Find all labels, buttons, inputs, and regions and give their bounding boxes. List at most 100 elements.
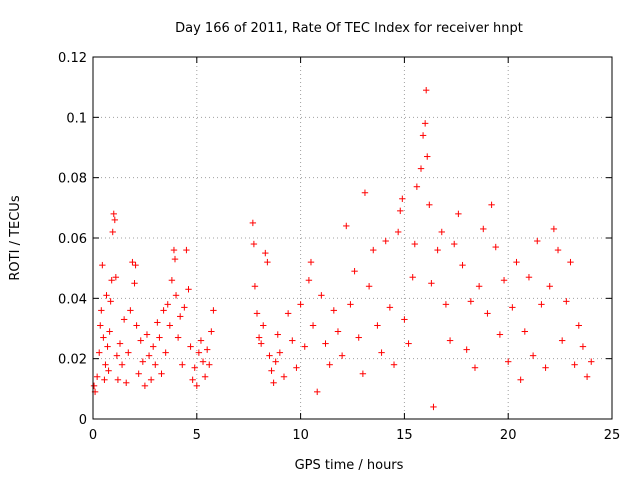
data-point-marker xyxy=(386,304,394,311)
data-point-marker xyxy=(399,195,406,202)
data-point-marker xyxy=(208,328,215,335)
data-point-marker xyxy=(521,328,529,335)
data-point-marker xyxy=(374,322,381,329)
data-point-marker xyxy=(152,361,159,368)
data-point-marker xyxy=(185,286,192,293)
data-point-marker xyxy=(264,258,271,266)
data-point-marker xyxy=(206,361,213,368)
data-point-marker xyxy=(201,373,209,380)
data-point-marker xyxy=(347,301,354,308)
data-points xyxy=(90,86,595,411)
data-point-marker xyxy=(131,280,138,287)
data-point-marker xyxy=(141,382,149,390)
data-point-marker xyxy=(160,307,167,314)
data-point-marker xyxy=(156,334,163,341)
data-point-marker xyxy=(330,307,338,314)
data-point-marker xyxy=(135,370,142,377)
data-point-marker xyxy=(421,120,429,127)
data-point-marker xyxy=(90,382,98,390)
data-point-marker xyxy=(111,216,118,224)
axis-ticks: 0 5 10 15 20 25 0 0.02 0.04 0.06 0.08 0.1 0.12 xyxy=(58,51,620,443)
data-point-marker xyxy=(276,349,284,356)
data-point-marker xyxy=(546,283,553,290)
x-tick-label: 5 xyxy=(193,428,201,443)
data-point-marker xyxy=(179,361,186,368)
data-point-marker xyxy=(150,343,157,350)
y-tick-label: 0.12 xyxy=(58,51,87,66)
data-point-marker xyxy=(382,237,389,245)
data-point-marker xyxy=(405,340,412,347)
data-point-marker xyxy=(542,364,549,371)
x-tick-label: 25 xyxy=(604,428,621,443)
data-point-marker xyxy=(314,388,321,396)
data-point-marker xyxy=(554,246,562,254)
data-point-marker xyxy=(419,132,427,139)
y-tick-label: 0.02 xyxy=(58,353,87,368)
data-point-marker xyxy=(262,249,269,257)
data-point-marker xyxy=(422,86,430,94)
data-point-marker xyxy=(118,361,126,368)
data-point-marker xyxy=(326,361,333,368)
data-point-marker xyxy=(370,246,377,254)
data-point-marker xyxy=(567,258,574,266)
data-point-marker xyxy=(181,304,188,311)
data-point-marker xyxy=(210,307,217,314)
data-point-marker xyxy=(113,352,121,359)
data-point-marker xyxy=(309,322,317,329)
data-point-marker xyxy=(334,328,342,335)
data-point-marker xyxy=(426,201,433,209)
data-point-marker xyxy=(417,165,425,172)
data-point-marker xyxy=(488,201,495,209)
data-point-marker xyxy=(195,349,203,356)
data-point-marker xyxy=(307,258,315,266)
data-point-marker xyxy=(318,292,325,299)
data-point-marker xyxy=(579,343,587,350)
data-point-marker xyxy=(116,340,124,347)
data-point-marker xyxy=(253,310,261,317)
data-point-marker xyxy=(189,376,196,383)
data-point-marker xyxy=(534,237,541,245)
x-tick-label: 15 xyxy=(396,428,413,443)
data-point-marker xyxy=(500,277,508,284)
data-point-marker xyxy=(102,361,109,368)
data-point-marker xyxy=(475,283,483,290)
data-point-marker xyxy=(203,346,211,353)
y-tick-label: 0 xyxy=(79,413,87,428)
data-point-marker xyxy=(125,349,132,356)
data-point-marker xyxy=(112,274,120,281)
data-point-marker xyxy=(529,352,537,359)
data-point-marker xyxy=(109,228,116,236)
data-point-marker xyxy=(496,331,504,338)
x-tick-label: 20 xyxy=(500,428,517,443)
data-point-marker xyxy=(164,301,171,308)
data-point-marker xyxy=(197,337,205,344)
data-point-marker xyxy=(171,255,179,263)
data-point-marker xyxy=(145,352,153,359)
data-point-marker xyxy=(114,376,122,383)
data-point-marker xyxy=(583,373,591,380)
data-point-marker xyxy=(293,364,300,371)
y-axis-label: ROTI / TECUs xyxy=(8,195,23,280)
data-point-marker xyxy=(397,207,404,215)
data-point-marker xyxy=(451,240,458,248)
y-tick-label: 0.04 xyxy=(58,292,87,307)
data-point-marker xyxy=(266,352,273,359)
data-point-marker xyxy=(176,313,184,320)
data-point-marker xyxy=(100,334,107,341)
data-point-marker xyxy=(120,316,128,323)
data-point-marker xyxy=(272,358,279,365)
data-point-marker xyxy=(525,274,533,281)
data-point-marker xyxy=(106,328,113,335)
data-point-marker xyxy=(105,367,112,374)
data-point-marker xyxy=(571,361,578,368)
data-point-marker xyxy=(199,358,207,365)
data-point-marker xyxy=(251,283,259,290)
data-point-marker xyxy=(513,258,520,266)
data-point-marker xyxy=(154,319,161,326)
y-tick-label: 0.08 xyxy=(58,172,87,187)
data-point-marker xyxy=(467,298,475,305)
data-point-marker xyxy=(434,246,441,254)
data-point-marker xyxy=(517,376,524,383)
data-point-marker xyxy=(411,240,418,248)
